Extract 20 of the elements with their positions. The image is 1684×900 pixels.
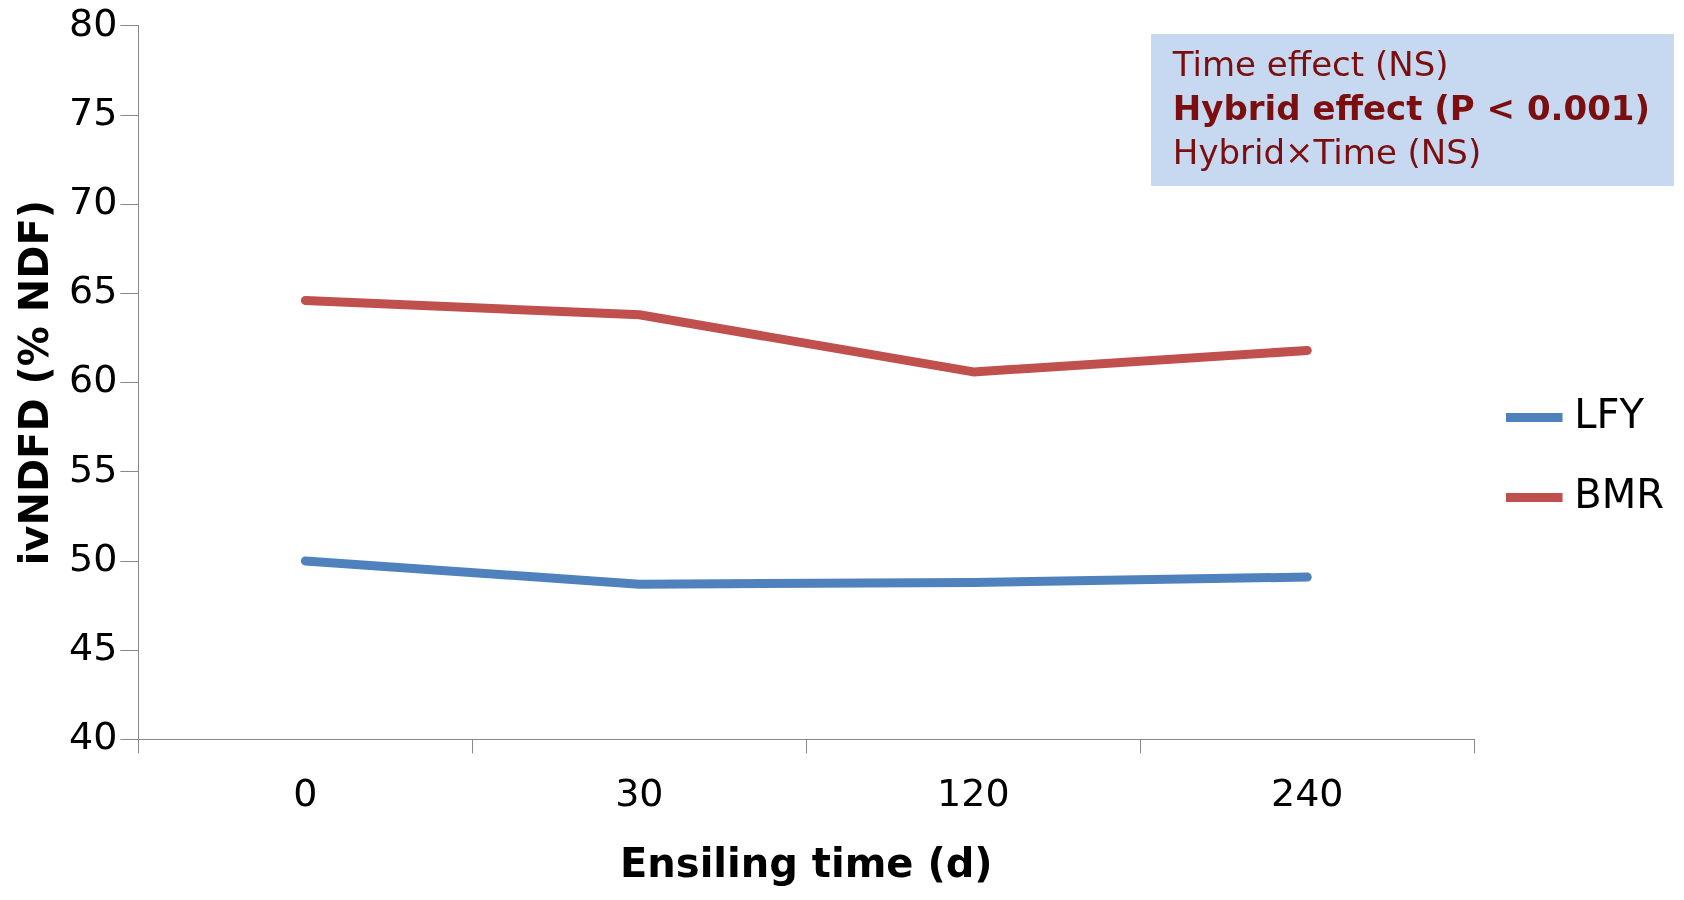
legend-label: LFY [1574,390,1645,437]
x-tick-label: 0 [293,771,318,816]
annotation: Hybrid effect (P < 0.001) [1172,87,1650,130]
annotation: Hybrid×Time (NS) [1172,131,1483,174]
y-tick-label: 70 [68,179,118,224]
annotation: Time effect (NS) [1172,43,1450,86]
y-tick-label: 45 [68,625,118,670]
y-tick-label: 75 [68,89,118,134]
x-axis-title: Ensiling time (d) [620,840,993,887]
y-tick-label: 80 [68,0,118,45]
y-tick-label: 60 [68,357,118,402]
y-tick-label: 55 [68,446,118,491]
y-tick-label: 50 [68,535,118,580]
x-tick-label: 120 [937,771,1010,816]
x-tick-label: 30 [615,771,664,816]
y-axis-title: ivNDFD (% NDF) [11,199,58,566]
x-tick-label: 240 [1271,771,1344,816]
legend-label: BMR [1574,470,1664,517]
y-tick-label: 65 [68,268,118,313]
y-tick-label: 40 [68,714,118,759]
